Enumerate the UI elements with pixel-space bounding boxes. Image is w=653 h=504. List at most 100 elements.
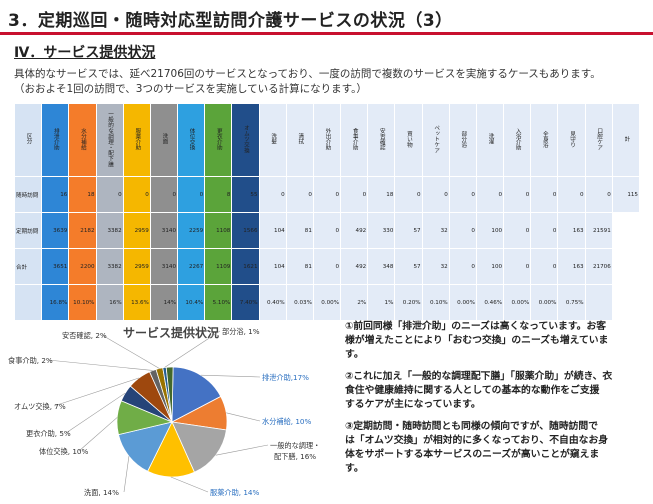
table-cell: 0 [340, 176, 369, 213]
table-cell: 2259 [177, 212, 206, 249]
table-cell: 0 [503, 176, 532, 213]
table-header-7: 更衣介助 [204, 103, 233, 177]
table-header-label: 食事介助 [351, 127, 358, 151]
table-header-21: 口腔ケア [584, 103, 613, 177]
table-header-label: 一般的な調理・配下膳 [107, 111, 114, 167]
table-header-20: 見守り [557, 103, 586, 177]
table-header-label: 清拭 [297, 133, 304, 145]
table-cell: 330 [367, 212, 396, 249]
table-header-10: 清拭 [285, 103, 314, 177]
table-cell: 18 [68, 176, 97, 213]
note-2-line-3: するケアが主になっています。 [345, 399, 481, 410]
table-cell: 0 [285, 176, 314, 213]
pie-label: 一般的な調理・配下膳, 16% [270, 441, 320, 461]
table-cell: 81 [285, 212, 314, 249]
note-3-line-2: は「オムツ交換」が相対的に多くなっており、不自由なお身 [345, 435, 609, 446]
table-cell: 0 [557, 176, 586, 213]
table-cell: 0 [95, 176, 124, 213]
table-cell: 0 [149, 176, 179, 213]
table-header-17: 洗濯 [475, 103, 505, 177]
row-label: 合計 [13, 248, 43, 285]
table-cell: 55 [231, 176, 260, 213]
table-cell: 0.03% [285, 284, 314, 321]
table-header-6: 体位交換 [177, 103, 206, 177]
row-label [13, 284, 43, 321]
table-header-label: 排泄介助 [52, 127, 59, 151]
table-header-label: 体位交換 [188, 127, 195, 151]
pie-leader-line [200, 374, 261, 378]
pie-leader-line [101, 334, 160, 369]
table-cell: 0 [258, 176, 287, 213]
table-cell: 492 [340, 248, 369, 285]
table-cell: 10.4% [177, 284, 206, 321]
note-2: ②これに加え「一般的な調理配下膳」「服薬介助」が続き、衣 食住や健康維持に関する… [345, 370, 645, 412]
row-label: 定期訪問 [13, 212, 43, 249]
table-cell: 8 [204, 176, 233, 213]
chart-title: サービス提供状況 [123, 326, 220, 340]
description-line-2: （おおよそ1回の訪問で、3つのサービスを実施している計算になります。） [14, 83, 367, 95]
table-cell: 32 [421, 248, 450, 285]
table-cell: 10.10% [68, 284, 97, 321]
table-header-label: 洗面 [161, 133, 168, 145]
table-cell: 0.10% [421, 284, 450, 321]
table-row: 定期訪問 3639 2182 3382 2959 3140 2259 1108 1566 104 8… [13, 212, 640, 249]
table-header-label: 計 [623, 136, 630, 142]
table-cell: 2959 [122, 212, 151, 249]
table-cell: 3140 [149, 212, 179, 249]
pie-label: 部分浴, 1% [222, 327, 260, 336]
note-3-line-1: ③定期訪問・随時訪問とも同様の傾向ですが、随時訪問で [345, 421, 599, 432]
table-header-11: 外出介助 [312, 103, 342, 177]
table-cell: 0.46% [475, 284, 505, 321]
table-cell: 7.40% [231, 284, 260, 321]
table-header-0: 区分 [13, 103, 43, 177]
pie-leader-line [65, 392, 126, 434]
pie-leader-line [123, 456, 130, 493]
table-header-3: 一般的な調理・配下膳 [95, 103, 124, 177]
table-header-label: 見守り [569, 130, 576, 148]
table-cell: 0 [584, 176, 613, 213]
pie-label: 更衣介助, 5% [26, 429, 71, 438]
note-3: ③定期訪問・随時訪問とも同様の傾向ですが、随時訪問で は「オムツ交換」が相対的に… [345, 420, 645, 476]
table-cell: 1566 [231, 212, 260, 249]
note-2-line-2: 食住や健康維持に関する人としての基本的な動作をご支援 [345, 385, 600, 396]
table-cell: 348 [367, 248, 396, 285]
table-cell: 13.6% [122, 284, 151, 321]
table-header-13: 安否確認 [367, 103, 396, 177]
table-cell: 2267 [177, 248, 206, 285]
table-header-8: オムツ交換 [231, 103, 260, 177]
page-title: 3．定期巡回・随時対応型訪問介護サービスの状況（3） [8, 11, 453, 31]
table-cell: 0 [503, 212, 532, 249]
pie-label: 水分補給, 10% [262, 417, 311, 426]
table-cell: 16 [41, 176, 70, 213]
table-cell: 0 [448, 176, 477, 213]
table-cell: 18 [367, 176, 396, 213]
table-row: 合計 3651 2200 3382 2959 3140 2267 1109 1621 104 81 0… [13, 248, 640, 285]
table-cell: 0 [448, 248, 477, 285]
table-cell: 81 [285, 248, 314, 285]
table-cell: 100 [475, 212, 505, 249]
table-header-label: 全身浴 [541, 130, 548, 148]
table-cell: 0.00% [312, 284, 342, 321]
table-cell: 57 [394, 248, 423, 285]
pie-leader-line [164, 330, 221, 368]
table-header-5: 洗面 [149, 103, 179, 177]
notes: ①前回同様「排泄介助」のニーズは高くなっています。お客 様が増えたことにより「お… [345, 320, 645, 484]
table-header-label: 安否確認 [378, 127, 385, 151]
table-header-18: 入浴介助 [503, 103, 532, 177]
table-cell: 0 [475, 176, 505, 213]
table-cell: 3651 [41, 248, 70, 285]
table-cell: 0 [530, 212, 559, 249]
table-cell: 0 [530, 176, 559, 213]
table-cell: 14% [149, 284, 179, 321]
table-cell: 0.75% [557, 284, 586, 321]
table-cell: 1109 [204, 248, 233, 285]
table-header-label: 部分浴 [460, 130, 467, 148]
pie-slice [171, 366, 222, 423]
table-cell: 16.8% [41, 284, 70, 321]
pie-label: オムツ交換, 7% [14, 402, 66, 411]
table-header-2: 水分補給 [68, 103, 97, 177]
pie-label: 体位交換, 10% [39, 447, 88, 456]
table-row: 随時訪問 16 18 0 0 0 0 8 55 0 0 0 0 18 0 0 0 0 0 0 0 0 115 [13, 176, 641, 213]
table-header-16: 部分浴 [448, 103, 477, 177]
table-cell: 2% [340, 284, 369, 321]
